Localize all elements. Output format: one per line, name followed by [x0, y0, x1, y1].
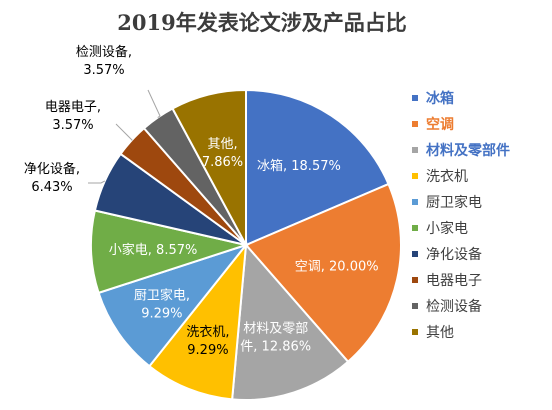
data-label-8: 电器电子, 3.57%: [45, 100, 101, 133]
legend-swatch-10: [412, 329, 418, 335]
pie-slice-1: [245, 88, 390, 247]
legend-swatch-8: [412, 277, 418, 283]
pie-slices: [90, 88, 402, 401]
legend-label-10: 其他: [426, 325, 454, 341]
data-label-4: 洗衣机, 9.29%: [186, 324, 229, 358]
pie-slice-6: [90, 209, 250, 295]
legend-swatch-3: [412, 147, 418, 153]
data-label-9: 检测设备, 3.57%: [76, 44, 132, 78]
data-labels: 冰箱, 18.57% 空调, 20.00% 材料及零部件, 12.86% 洗衣机, 9.…: [24, 44, 379, 358]
leader-line-9: [147, 89, 161, 119]
legend-swatch-7: [412, 251, 418, 257]
legend-label-8: 电器电子: [426, 273, 482, 289]
data-label-7: 净化设备, 6.43%: [24, 161, 80, 195]
chart-title: 2019年发表论文涉及产品占比: [117, 10, 406, 35]
legend-label-3: 材料及零部件: [426, 142, 510, 159]
legend-label-4: 洗衣机: [426, 169, 468, 185]
data-label-2: 空调, 20.00%: [295, 260, 379, 275]
legend-swatch-1: [412, 95, 418, 101]
legend-label-2: 空调: [426, 116, 454, 133]
pie-slice-2: [244, 182, 402, 364]
pie-slice-10: [171, 88, 247, 246]
leader-line-8: [115, 123, 133, 141]
leader-lines: [88, 89, 161, 184]
legend-label-5: 厨卫家电: [426, 194, 482, 211]
data-label-3: 材料及零部件, 12.86%: [240, 321, 311, 354]
pie-slice-5: [97, 243, 249, 368]
legend-swatch-6: [412, 225, 418, 231]
legend-swatch-5: [412, 199, 418, 205]
leader-line-7: [88, 180, 106, 184]
legend-label-1: 冰箱: [426, 90, 454, 107]
legend-label-6: 小家电: [426, 220, 468, 237]
pie-slice-3: [231, 242, 350, 401]
legend-label-7: 净化设备: [426, 246, 482, 263]
data-label-10: 其他, 7.86%: [202, 137, 243, 170]
legend-swatch-4: [412, 173, 418, 179]
data-label-1: 冰箱, 18.57%: [257, 158, 341, 174]
legend-swatch-9: [412, 303, 418, 309]
legend-label-9: 检测设备: [426, 298, 482, 315]
data-label-6: 小家电, 8.57%: [109, 242, 198, 258]
pie-slice-4: [147, 241, 248, 401]
data-label-5: 厨卫家电, 9.29%: [134, 287, 190, 321]
legend-swatch-2: [412, 121, 418, 127]
